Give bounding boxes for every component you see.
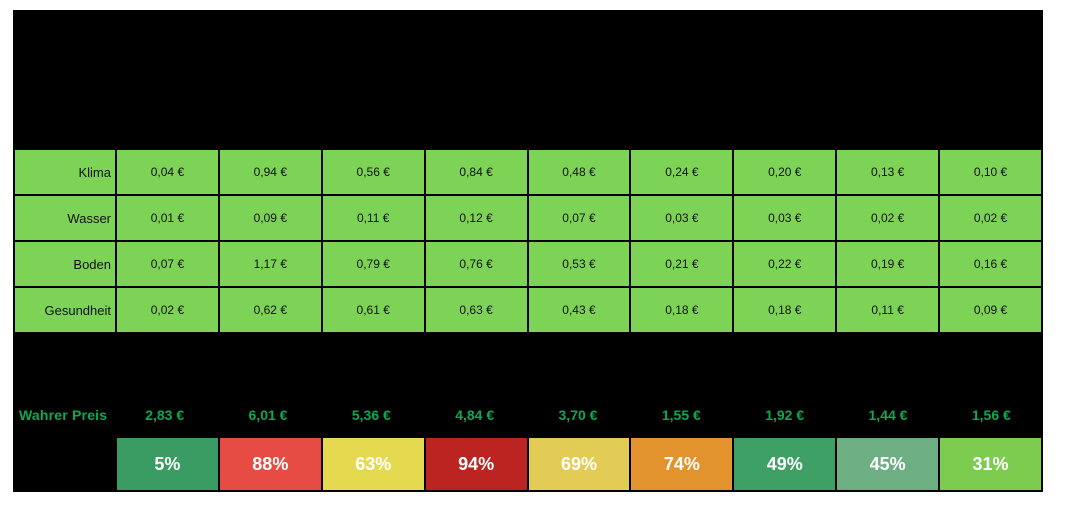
surcharge-cell: 45%: [837, 438, 939, 490]
redacted-header-block: [13, 10, 1043, 150]
true-price-value: 4,84 €: [455, 407, 495, 423]
true-price-value: 1,55 €: [661, 407, 701, 423]
external-cost-table: Klima 0,04 € 0,94 € 0,56 € 0,84 € 0,48 €…: [13, 150, 1043, 334]
surcharge-row-spacer: [15, 438, 115, 490]
cost-cell: 0,61 €: [322, 288, 424, 332]
cost-cell: 0,20 €: [734, 150, 836, 194]
true-price-row: Wahrer Preis 2,83 € 6,01 € 5,36 € 4,84 €…: [13, 392, 1043, 438]
cost-cell: 0,11 €: [322, 196, 424, 240]
cost-cell: 0,13 €: [837, 150, 939, 194]
true-price-value: 6,01 €: [248, 407, 288, 423]
row-label-wasser: Wasser: [15, 196, 115, 240]
cost-cell: 1,17 €: [219, 242, 321, 286]
cost-cell: 0,16 €: [940, 242, 1041, 286]
cost-cell: 0,94 €: [219, 150, 321, 194]
cost-cell: 0,02 €: [837, 196, 939, 240]
cost-cell: 0,79 €: [322, 242, 424, 286]
cost-cell: 0,04 €: [117, 150, 218, 194]
true-price-value: 2,83 €: [145, 407, 185, 423]
cost-cell: 0,07 €: [528, 196, 630, 240]
cost-cell: 0,10 €: [940, 150, 1041, 194]
cost-cell: 0,76 €: [425, 242, 527, 286]
true-price-value: 5,36 €: [351, 407, 391, 423]
true-price-value: 1,56 €: [971, 407, 1011, 423]
cost-cell: 0,19 €: [837, 242, 939, 286]
row-label-boden: Boden: [15, 242, 115, 286]
row-label-klima: Klima: [15, 150, 115, 194]
cost-cell: 0,18 €: [734, 288, 836, 332]
infographic-board: Klima 0,04 € 0,94 € 0,56 € 0,84 € 0,48 €…: [13, 10, 1043, 492]
cost-cell: 0,03 €: [734, 196, 836, 240]
surcharge-cell: 94%: [425, 438, 527, 490]
cost-cell: 0,11 €: [837, 288, 939, 332]
surcharge-cell: 5%: [117, 438, 218, 490]
cost-cell: 0,09 €: [940, 288, 1041, 332]
cost-cell: 0,02 €: [117, 288, 218, 332]
cost-cell: 0,21 €: [631, 242, 733, 286]
cost-cell: 0,02 €: [940, 196, 1041, 240]
cost-cell: 0,53 €: [528, 242, 630, 286]
redacted-row-block: [13, 334, 1043, 392]
cost-cell: 0,09 €: [219, 196, 321, 240]
true-price-value: 3,70 €: [558, 407, 598, 423]
surcharge-cell: 88%: [219, 438, 321, 490]
true-price-value: 1,44 €: [868, 407, 908, 423]
surcharge-cell: 74%: [631, 438, 733, 490]
cost-cell: 0,12 €: [425, 196, 527, 240]
cost-cell: 0,48 €: [528, 150, 630, 194]
cost-cell: 0,63 €: [425, 288, 527, 332]
surcharge-cell: 49%: [734, 438, 836, 490]
cost-cell: 0,43 €: [528, 288, 630, 332]
cost-cell: 0,62 €: [219, 288, 321, 332]
cost-cell: 0,18 €: [631, 288, 733, 332]
cost-cell: 0,01 €: [117, 196, 218, 240]
cost-cell: 0,24 €: [631, 150, 733, 194]
cost-cell: 0,84 €: [425, 150, 527, 194]
cost-cell: 0,03 €: [631, 196, 733, 240]
true-price-label: Wahrer Preis: [19, 407, 108, 423]
surcharge-cell: 63%: [322, 438, 424, 490]
cost-cell: 0,22 €: [734, 242, 836, 286]
cost-cell: 0,07 €: [117, 242, 218, 286]
cost-cell: 0,56 €: [322, 150, 424, 194]
surcharge-cell: 69%: [528, 438, 630, 490]
surcharge-row: 5% 88% 63% 94% 69% 74% 49% 45% 31%: [13, 438, 1043, 492]
row-label-gesundheit: Gesundheit: [15, 288, 115, 332]
true-price-value: 1,92 €: [765, 407, 805, 423]
surcharge-cell: 31%: [940, 438, 1041, 490]
